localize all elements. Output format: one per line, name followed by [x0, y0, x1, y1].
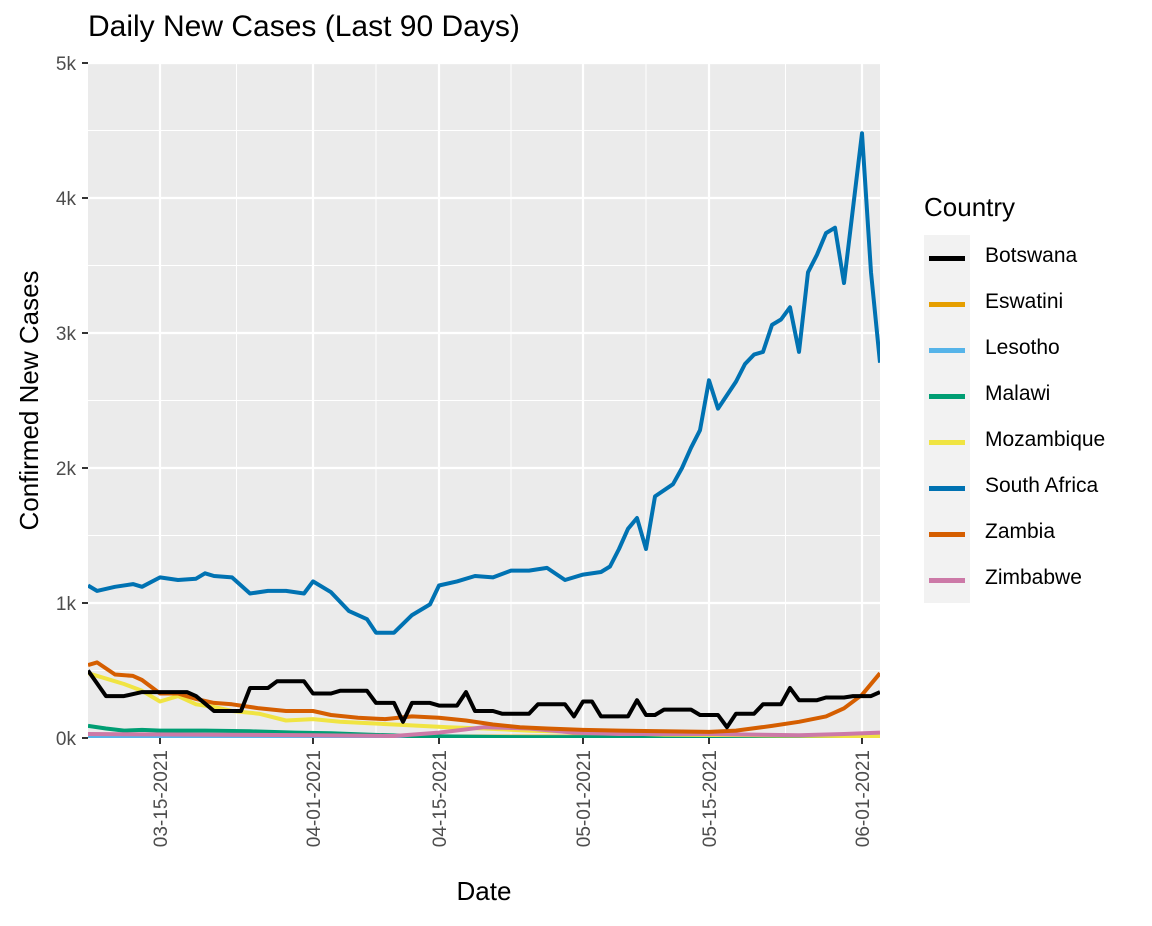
- legend-swatch: [929, 256, 965, 261]
- x-axis-title: Date: [457, 876, 512, 906]
- legend-swatch: [929, 532, 965, 537]
- chart-title: Daily New Cases (Last 90 Days): [88, 10, 520, 43]
- legend-item-mozambique: Mozambique: [924, 419, 1152, 465]
- legend-label: Zimbabwe: [985, 566, 1082, 589]
- legend-label: Malawi: [985, 382, 1051, 405]
- y-tick-label: 0k: [56, 729, 77, 750]
- legend-keys-background: [924, 235, 970, 603]
- legend-swatch: [929, 440, 965, 445]
- legend-label: Mozambique: [985, 428, 1106, 451]
- x-tick-label: 04-15-2021: [430, 750, 451, 847]
- legend-item-zambia: Zambia: [924, 511, 1152, 557]
- y-tick-label: 3k: [56, 324, 77, 345]
- legend-item-zimbabwe: Zimbabwe: [924, 557, 1152, 603]
- x-tick-label: 05-01-2021: [574, 750, 595, 847]
- legend-label: Eswatini: [985, 290, 1064, 313]
- legend-label: South Africa: [985, 474, 1099, 497]
- legend-swatch: [929, 578, 965, 583]
- legend-label: Botswana: [985, 244, 1078, 267]
- legend-item-malawi: Malawi: [924, 373, 1152, 419]
- legend-swatch: [929, 394, 965, 399]
- legend-swatch: [929, 302, 965, 307]
- legend-swatch: [929, 348, 965, 353]
- y-tick-label: 1k: [56, 594, 77, 615]
- legend-label: Lesotho: [985, 336, 1060, 359]
- x-tick-label: 06-01-2021: [853, 750, 874, 847]
- legend-swatch: [929, 486, 965, 491]
- y-tick-label: 4k: [56, 189, 77, 210]
- series-line-malawi: [88, 723, 880, 738]
- legend-title: Country: [924, 192, 1016, 222]
- legend-item-botswana: Botswana: [924, 235, 1152, 281]
- legend-item-eswatini: Eswatini: [924, 281, 1152, 327]
- x-tick-label: 03-15-2021: [151, 750, 172, 847]
- legend-item-south-africa: South Africa: [924, 465, 1152, 511]
- y-tick-label: 2k: [56, 459, 77, 480]
- legend-item-lesotho: Lesotho: [924, 327, 1152, 373]
- x-tick-label: 05-15-2021: [700, 750, 721, 847]
- legend: Country Botswana Eswatini Lesotho Malawi Moz…: [924, 192, 1105, 603]
- y-tick-label: 5k: [56, 54, 77, 75]
- x-tick-label: 04-01-2021: [304, 750, 325, 847]
- y-axis-title: Confirmed New Cases: [14, 270, 44, 530]
- series-line-south-africa: [88, 131, 880, 635]
- legend-label: Zambia: [985, 520, 1056, 543]
- series-line-botswana: [88, 669, 880, 730]
